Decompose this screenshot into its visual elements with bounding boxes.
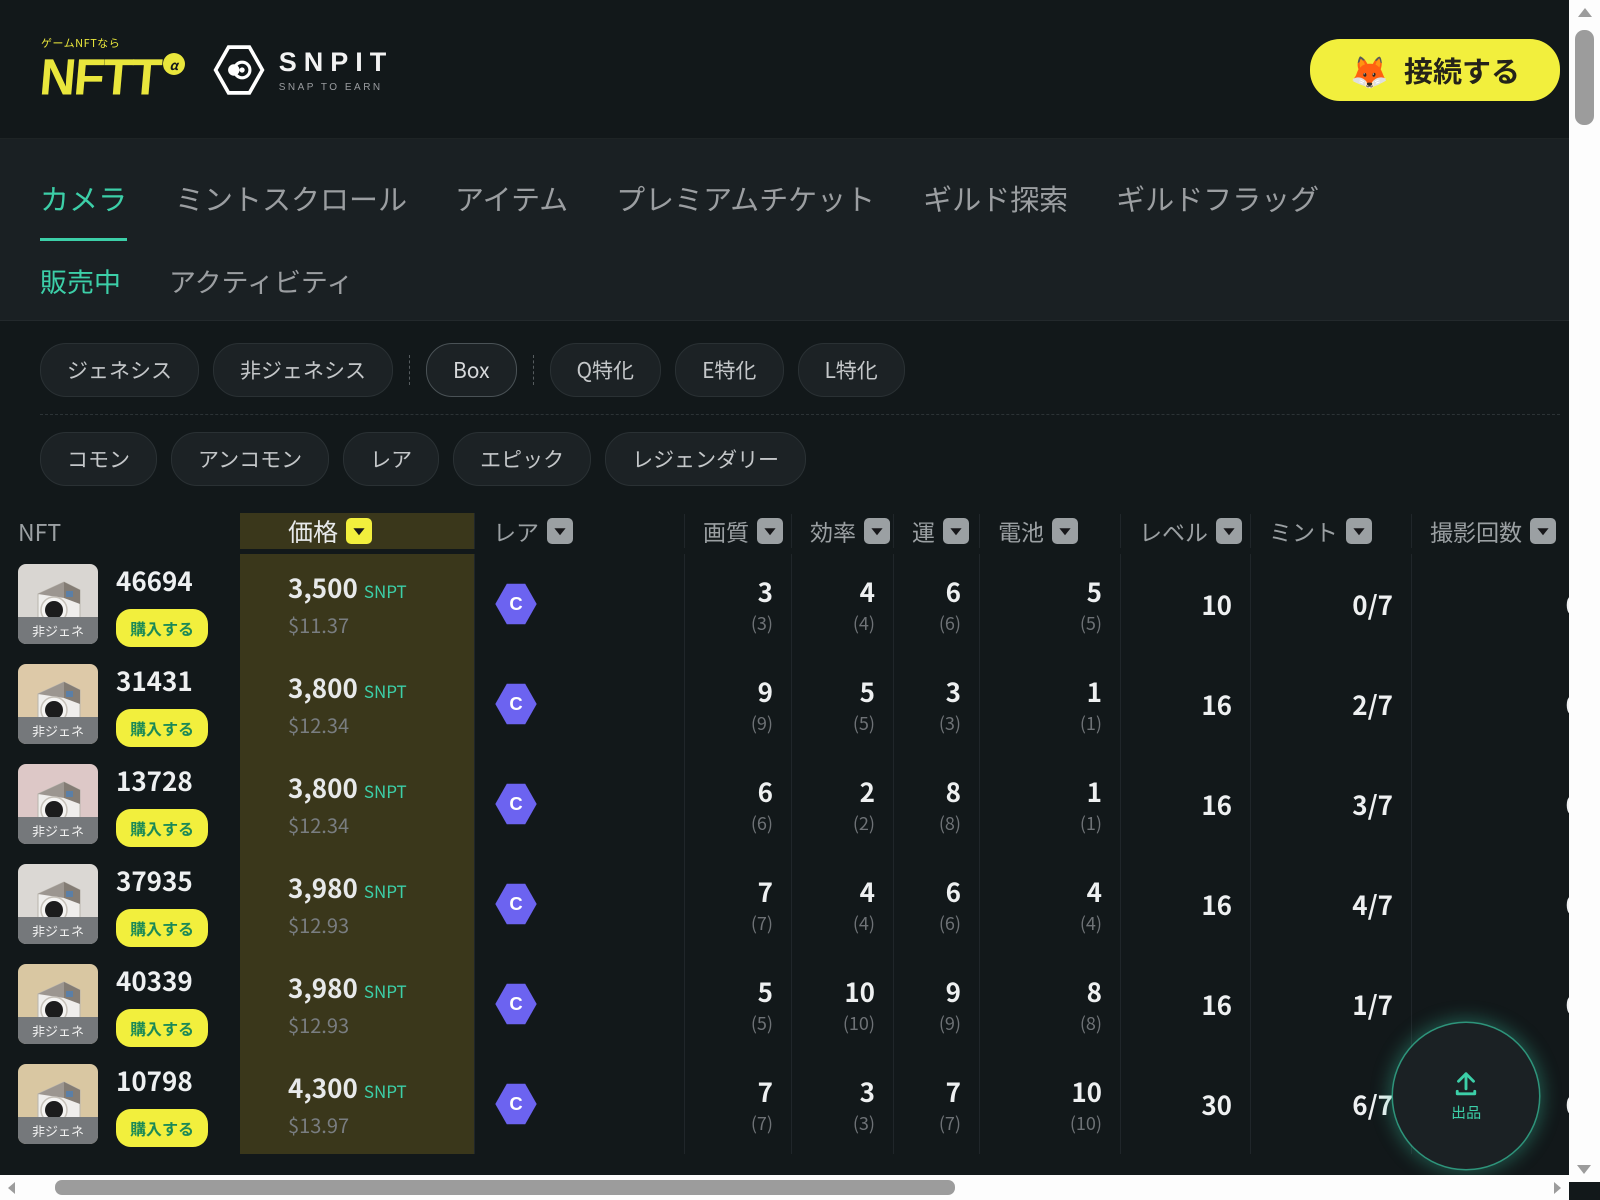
- svg-text:C: C: [509, 993, 522, 1014]
- svg-text:C: C: [509, 593, 522, 614]
- svg-text:C: C: [509, 893, 522, 914]
- svg-text:C: C: [509, 793, 522, 814]
- svg-text:C: C: [509, 693, 522, 714]
- svg-text:C: C: [509, 1093, 522, 1114]
